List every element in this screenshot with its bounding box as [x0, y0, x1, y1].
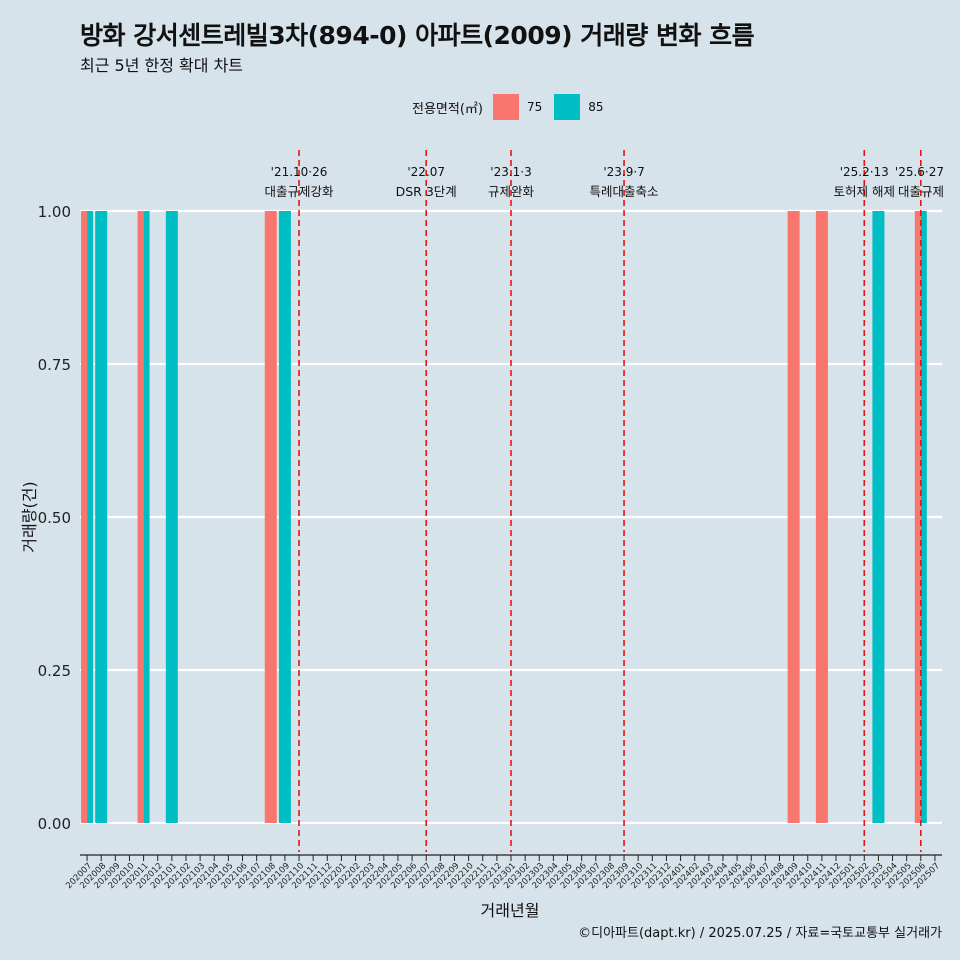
legend-label-75: 75: [526, 100, 543, 114]
bar-85-202008: [95, 211, 108, 823]
bar-85-202506: [920, 211, 927, 823]
bar-75-202506: [914, 211, 921, 823]
x-axis-title: 거래년월: [480, 901, 540, 920]
legend-label-85: 85: [588, 100, 604, 114]
y-tick-label-3: 0.75: [38, 356, 71, 374]
event-date-1: '22.07: [407, 165, 445, 179]
chart-title: 방화 강서센트레빌3차(894-0) 아파트(2009) 거래량 변화 흐름: [80, 21, 755, 50]
event-date-0: '21.10·26: [271, 165, 328, 179]
event-label-1: DSR 3단계: [396, 184, 457, 199]
y-axis-title: 거래량(건): [20, 481, 39, 553]
event-date-4: '25.2·13: [840, 165, 889, 179]
legend-key-75: [492, 94, 519, 120]
bar-85-202109: [278, 211, 291, 823]
caption: ©디아파트(dapt.kr) / 2025.07.25 / 자료=국토교통부 실…: [578, 926, 942, 941]
event-label-2: 규제완화: [488, 184, 535, 199]
bar-75-202411: [815, 211, 828, 823]
bar-85-202503: [872, 211, 885, 823]
y-tick-label-4: 1.00: [38, 203, 71, 221]
y-tick-label-0: 0.00: [38, 815, 71, 833]
event-date-2: '23.1·3: [490, 165, 531, 179]
bar-75-202011: [137, 211, 144, 823]
y-tick-label-1: 0.25: [38, 662, 71, 680]
bar-75-202007: [81, 211, 88, 823]
y-tick-label-2: 0.50: [38, 509, 71, 527]
legend: 전용면적(㎡) 75 85: [412, 92, 616, 122]
legend-key-85: [554, 94, 581, 120]
event-label-3: 특례대출축소: [590, 184, 659, 199]
event-date-3: '23.9·7: [603, 165, 644, 179]
event-label-0: 대출규제강화: [265, 184, 335, 199]
event-label-4: 토허제 해제: [834, 184, 895, 199]
bar-75-202409: [787, 211, 800, 823]
event-label-5: 대출규제: [898, 184, 944, 199]
bar-85-202011: [143, 211, 150, 823]
chart-subtitle: 최근 5년 한정 확대 차트: [80, 56, 244, 75]
bar-75-202108: [264, 211, 277, 823]
bar-85-202007: [87, 211, 94, 823]
legend-title: 전용면적(㎡): [412, 101, 483, 117]
bar-85-202101: [165, 211, 178, 823]
event-date-5: '25.6·27: [895, 165, 944, 179]
